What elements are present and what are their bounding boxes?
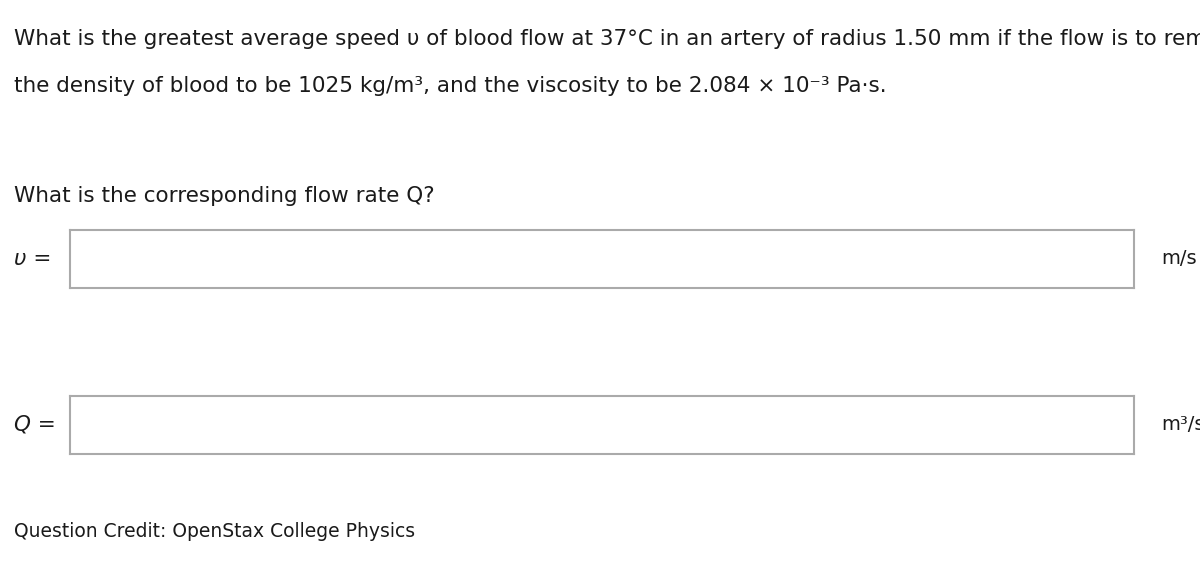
Text: Question Credit: OpenStax College Physics: Question Credit: OpenStax College Physic… — [14, 522, 415, 541]
Text: υ =: υ = — [14, 249, 52, 269]
Text: Q =: Q = — [14, 415, 56, 435]
Text: m/s: m/s — [1162, 250, 1198, 268]
Text: What is the greatest average speed υ of blood flow at 37°C in an artery of radiu: What is the greatest average speed υ of … — [14, 29, 1200, 49]
Text: the density of blood to be 1025 kg/m³, and the viscosity to be 2.084 × 10⁻³ Pa·s: the density of blood to be 1025 kg/m³, a… — [14, 76, 887, 95]
Text: m³/s: m³/s — [1162, 416, 1200, 434]
Text: What is the corresponding flow rate Q?: What is the corresponding flow rate Q? — [14, 186, 436, 206]
